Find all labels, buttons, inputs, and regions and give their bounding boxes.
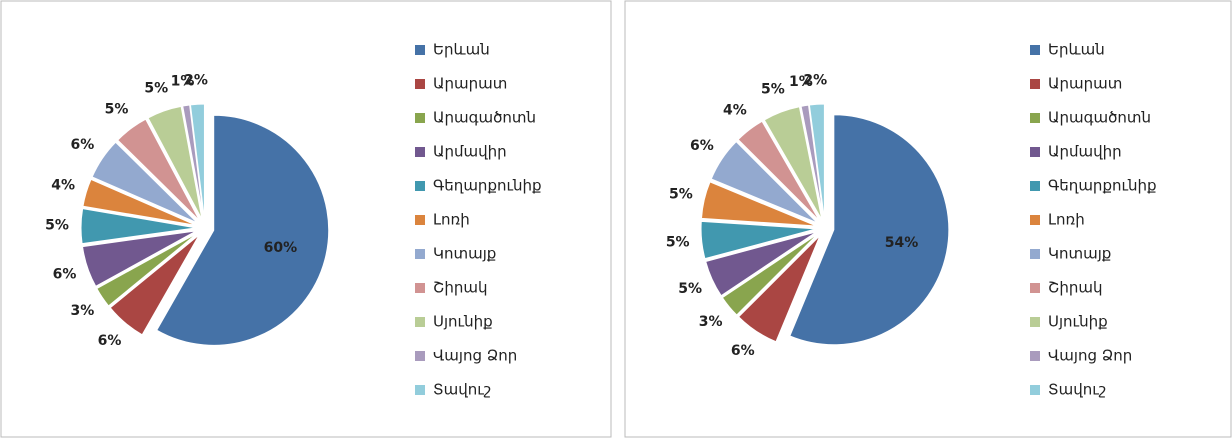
data-label: 1% bbox=[171, 74, 195, 90]
data-label: 5% bbox=[105, 101, 129, 117]
legend-label: Արմավիր bbox=[433, 143, 507, 161]
legend-label: Երևան bbox=[433, 41, 490, 59]
data-label: 5% bbox=[669, 186, 693, 202]
pie-slice bbox=[763, 106, 823, 220]
pie-slice bbox=[789, 114, 950, 346]
legend-swatch bbox=[415, 317, 425, 327]
legend-label: Գեղարքունիք bbox=[1048, 177, 1157, 195]
data-label: 2% bbox=[803, 72, 827, 88]
legend-label: Արարատ bbox=[1048, 75, 1122, 93]
pie-slice bbox=[710, 140, 818, 224]
data-label: 5% bbox=[666, 235, 690, 251]
legend-swatch bbox=[415, 45, 425, 55]
pie-slice bbox=[182, 104, 205, 220]
legend-label: Տավուշ bbox=[433, 381, 491, 399]
legend-label: Շիրակ bbox=[1048, 279, 1103, 297]
data-label: 1% bbox=[789, 74, 813, 90]
legend-label: Սյունիք bbox=[1048, 313, 1108, 331]
data-label: 4% bbox=[51, 178, 75, 194]
pie-slice bbox=[147, 105, 203, 220]
legend-swatch bbox=[1030, 181, 1040, 191]
data-label: 2% bbox=[184, 72, 208, 88]
data-label: 5% bbox=[761, 81, 785, 97]
data-label: 3% bbox=[71, 303, 95, 319]
legend-label: Վայոց Ձոր bbox=[1048, 347, 1132, 365]
data-label: 6% bbox=[731, 343, 755, 359]
data-label: 5% bbox=[144, 80, 168, 96]
legend-label: Գեղարքունիք bbox=[433, 177, 542, 195]
pie-slice bbox=[808, 103, 825, 220]
legend-swatch bbox=[1030, 249, 1040, 259]
legend-swatch bbox=[415, 79, 425, 89]
data-label: 6% bbox=[98, 333, 122, 349]
legend-swatch bbox=[1030, 147, 1040, 157]
legend-swatch bbox=[415, 147, 425, 157]
legend-label: Երևան bbox=[1048, 41, 1105, 59]
legend-swatch bbox=[1030, 45, 1040, 55]
pie-slice bbox=[116, 118, 201, 222]
pie-slice bbox=[700, 220, 817, 260]
legend-swatch bbox=[1030, 283, 1040, 293]
data-label: 60% bbox=[264, 240, 298, 256]
legend-label: Սյունիք bbox=[433, 313, 493, 331]
pie-slice bbox=[81, 230, 197, 287]
legend-swatch bbox=[415, 181, 425, 191]
legend-label: Վայոց Ձոր bbox=[433, 347, 517, 365]
data-label: 4% bbox=[723, 103, 747, 119]
legend-swatch bbox=[1030, 79, 1040, 89]
data-label: 5% bbox=[678, 281, 702, 297]
pie-slice bbox=[189, 103, 205, 220]
pie-slice bbox=[109, 234, 200, 336]
pie-slice bbox=[705, 231, 818, 297]
legend-swatch bbox=[415, 113, 425, 123]
legend-swatch bbox=[415, 249, 425, 259]
legend-label: Կոտայք bbox=[1048, 245, 1111, 263]
pie-slice bbox=[737, 235, 821, 343]
legend-label: Լոռի bbox=[433, 211, 470, 229]
data-label: 54% bbox=[885, 235, 919, 251]
legend-label: Արմավիր bbox=[1048, 143, 1122, 161]
legend-label: Լոռի bbox=[1048, 211, 1085, 229]
pie-slice bbox=[96, 232, 198, 307]
legend-label: Արարատ bbox=[433, 75, 507, 93]
data-label: 6% bbox=[71, 137, 95, 153]
pie-slice bbox=[737, 120, 820, 222]
legend-swatch bbox=[415, 351, 425, 361]
legend-swatch bbox=[1030, 317, 1040, 327]
legend-label: Շիրակ bbox=[433, 279, 488, 297]
pie-slice bbox=[91, 141, 198, 224]
pie-slice bbox=[156, 114, 330, 346]
legend-swatch bbox=[415, 385, 425, 395]
pie-slice bbox=[80, 208, 197, 245]
pie-slice bbox=[800, 104, 825, 220]
legend-swatch bbox=[1030, 113, 1040, 123]
data-label: 3% bbox=[699, 314, 723, 330]
legend-swatch bbox=[1030, 351, 1040, 361]
legend-label: Արագածոտն bbox=[1048, 109, 1151, 127]
legend-swatch bbox=[415, 215, 425, 225]
legend-swatch bbox=[415, 283, 425, 293]
pie-slice bbox=[721, 233, 819, 316]
legend-label: Տավուշ bbox=[1048, 381, 1106, 399]
legend-swatch bbox=[1030, 385, 1040, 395]
pie-slice bbox=[82, 178, 197, 226]
data-label: 6% bbox=[53, 267, 77, 283]
data-label: 5% bbox=[45, 218, 69, 234]
legend-label: Արագածոտն bbox=[433, 109, 536, 127]
data-label: 6% bbox=[690, 138, 714, 154]
legend-label: Կոտայք bbox=[433, 245, 496, 263]
pie-slice bbox=[700, 181, 817, 227]
legend-swatch bbox=[1030, 215, 1040, 225]
